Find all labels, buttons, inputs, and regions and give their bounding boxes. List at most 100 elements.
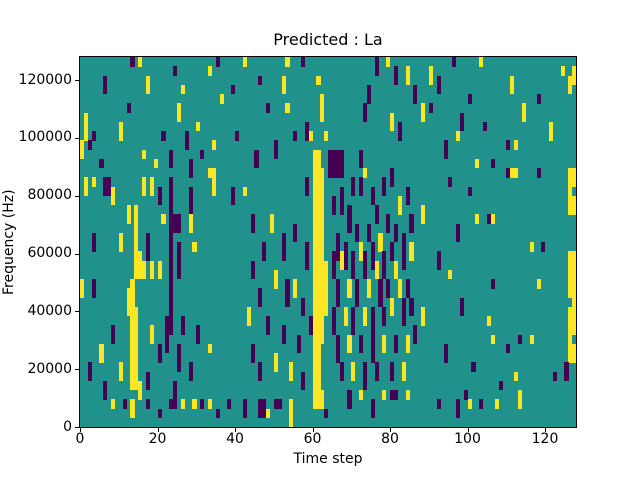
heatmap-cell [370,399,375,419]
heatmap-cell [215,408,220,419]
heatmap-cell [258,362,263,382]
heatmap-cell [300,297,306,317]
heatmap-cell [490,279,495,289]
heatmap-cell [176,242,182,261]
x-tick-mark [235,428,236,432]
heatmap-cell [142,177,147,197]
heatmap-cell [378,232,383,252]
heatmap-cell [413,84,418,104]
heatmap-cell [258,288,263,308]
heatmap-cell [506,140,511,150]
heatmap-cell [382,177,387,197]
heatmap-cell [250,260,255,280]
heatmap-cell [486,214,492,224]
heatmap-cell [312,149,321,197]
heatmap-cell [122,399,127,409]
heatmap-cell [401,362,406,382]
heatmap-cell [514,371,519,382]
heatmap-cell [413,325,418,345]
heatmap-cell [386,214,391,234]
heatmap-cell [529,242,534,252]
heatmap-cell [568,75,573,95]
heatmap-cell [362,251,368,280]
heatmap-cell [304,242,309,271]
heatmap-cell [382,251,387,280]
heatmap-cell [378,279,383,308]
x-tick-mark [157,428,159,432]
heatmap-cell [285,57,290,67]
heatmap-cell [393,260,399,280]
heatmap-cell [459,297,464,317]
y-tick-label: 60000 [27,245,72,262]
heatmap-cell [180,399,185,409]
heatmap-cell [374,205,379,224]
heatmap-cell [421,205,426,224]
heatmap-cell [153,158,158,169]
x-tick-label: 40 [226,431,244,447]
heatmap-cell [475,214,480,224]
heatmap-cell [343,306,348,326]
heatmap-cell [331,195,337,215]
heatmap-cell [169,399,178,409]
heatmap-cell [281,232,286,261]
heatmap-cell [324,408,329,419]
heatmap-cell [118,232,123,252]
heatmap-cell [134,251,143,280]
heatmap-cell [312,390,325,409]
heatmap-cell [266,103,271,113]
heatmap-cell [572,334,576,345]
heatmap-cell [467,186,472,197]
x-axis-label: Time step [293,451,363,467]
y-tick-mark [75,137,79,139]
heatmap-cell [273,269,278,289]
heatmap-cell [289,362,294,382]
y-tick-label: 20000 [27,360,72,377]
heatmap-cell [134,205,139,271]
heatmap-cell [250,214,255,234]
heatmap-cell [510,168,519,178]
heatmap-cell [324,260,329,317]
heatmap-cell [293,223,298,243]
heatmap-cell [207,168,213,178]
heatmap-cell [91,131,96,141]
x-tick-label: 120 [531,431,559,447]
heatmap-cell [145,75,151,95]
heatmap-cell [180,316,185,335]
chart-title: Predicted : La [273,30,383,49]
heatmap-cell [176,103,182,123]
heatmap-cell [390,112,395,132]
heatmap-cell [475,158,480,169]
heatmap-cell [83,177,89,197]
heatmap-cell [572,186,576,197]
heatmap-cell [382,390,387,400]
heatmap-cell [312,343,321,391]
heatmap-cell [188,214,193,234]
heatmap-cell [339,251,344,271]
heatmap-cell [130,279,135,308]
heatmap-cell [215,57,220,67]
heatmap-cell [211,140,216,150]
heatmap-cell [126,205,131,224]
heatmap-cell [386,57,391,67]
heatmap-cell [370,306,375,335]
heatmap-cell [362,362,368,391]
heatmap-cell [111,186,116,206]
heatmap-cell [207,66,213,76]
heatmap-cell [537,168,542,178]
heatmap-plot [79,56,577,428]
heatmap-cell [312,195,325,345]
heatmap-cell [362,103,368,123]
heatmap-cell [506,343,511,354]
heatmap-cell [436,75,441,95]
heatmap-cell [366,279,371,298]
x-tick-mark [467,428,469,432]
heatmap-cell [138,380,143,400]
heatmap-cell [436,251,441,271]
heatmap-cell [145,371,151,391]
heatmap-cell [351,362,356,382]
heatmap-cell [285,279,290,308]
heatmap-cell [273,140,278,160]
heatmap-cell [196,121,201,132]
heatmap-cell [297,334,302,354]
x-tick-label: 100 [454,431,481,447]
